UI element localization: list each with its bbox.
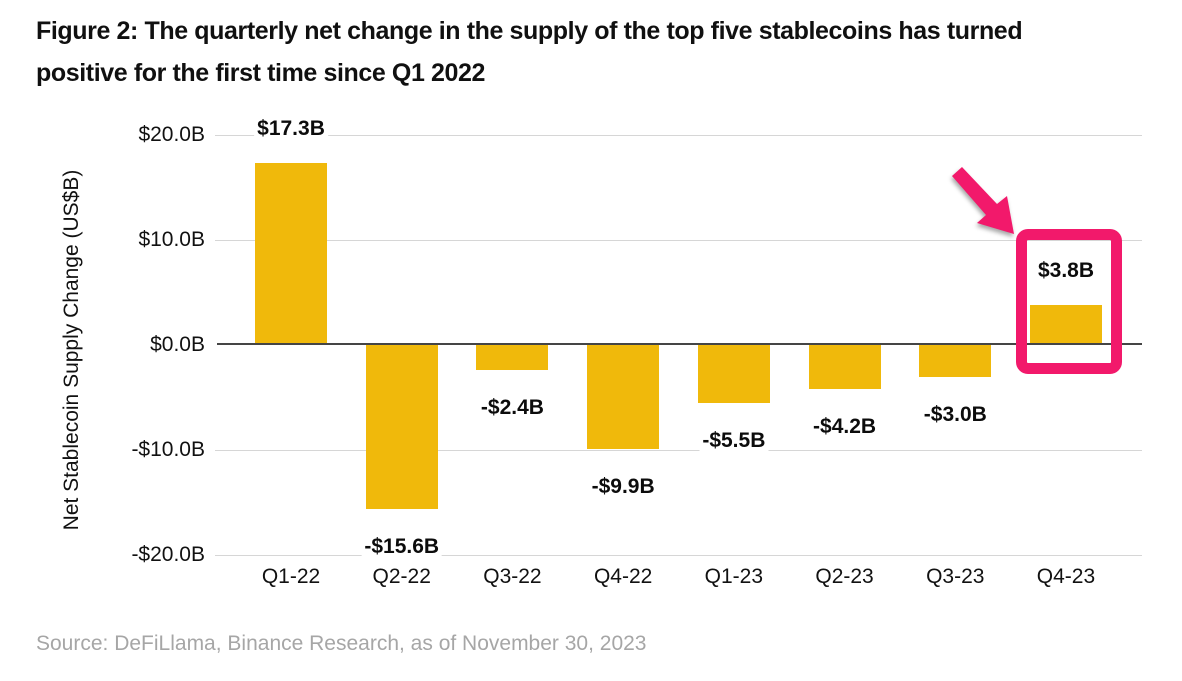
bar-q2-22 (365, 345, 438, 509)
y-tick-label-0: $0.0B (150, 333, 205, 356)
figure-title-line-2: positive for the first time since Q1 202… (36, 59, 486, 87)
y-tick-label--20: -$20.0B (131, 543, 205, 566)
x-tick-label-q1-22: Q1-22 (261, 565, 321, 588)
zero-axis-line (217, 343, 1142, 345)
source-note: Source: DeFiLlama, Binance Research, as … (36, 632, 647, 655)
figure-title-line-1: Figure 2: The quarterly net change in th… (36, 17, 1023, 45)
bar-q4-23 (1029, 305, 1102, 345)
data-label-q2-23: -$4.2B (810, 415, 880, 440)
x-tick-label-q3-22: Q3-22 (483, 565, 542, 588)
bar-q2-23 (808, 345, 881, 390)
data-label-q2-22: -$15.6B (361, 534, 443, 559)
x-tick-label-q2-22: Q2-22 (372, 565, 431, 588)
figure-title: Figure 2: The quarterly net change in th… (36, 10, 1156, 94)
gridline-10 (215, 239, 1142, 241)
y-tick-label-20: $20.0B (138, 123, 205, 146)
x-tick-label-q2-23: Q2-23 (815, 565, 874, 588)
y-axis-title: Net Stablecoin Supply Change (US$B) (60, 169, 83, 531)
data-label-q4-22: -$9.9B (588, 474, 658, 499)
highlight-arrow-shape (952, 167, 1014, 234)
data-label-q1-23: -$5.5B (699, 428, 769, 453)
bar-q1-22 (255, 163, 327, 345)
data-label-q1-22: $17.3B (254, 117, 328, 142)
x-tick-label-q4-22: Q4-22 (593, 565, 653, 588)
y-tick-label--10: -$10.0B (131, 438, 205, 461)
gridline--20 (215, 554, 1142, 556)
bar-q1-23 (697, 345, 770, 403)
data-label-q4-23: $3.8B (1034, 259, 1098, 284)
x-tick-label-q4-23: Q4-23 (1036, 565, 1096, 588)
x-tick-label-q3-23: Q3-23 (926, 565, 985, 588)
data-label-q3-23: -$3.0B (920, 402, 990, 427)
bar-q3-22 (476, 345, 549, 371)
gridline-20 (215, 134, 1142, 136)
gridline--10 (215, 449, 1142, 451)
bar-q4-22 (587, 345, 660, 449)
y-tick-label-10: $10.0B (138, 228, 205, 251)
bar-q3-23 (919, 345, 992, 377)
data-label-q3-22: -$2.4B (477, 396, 547, 421)
highlight-rectangle-q4-23 (1016, 229, 1122, 374)
x-tick-label-q1-23: Q1-23 (704, 565, 764, 588)
